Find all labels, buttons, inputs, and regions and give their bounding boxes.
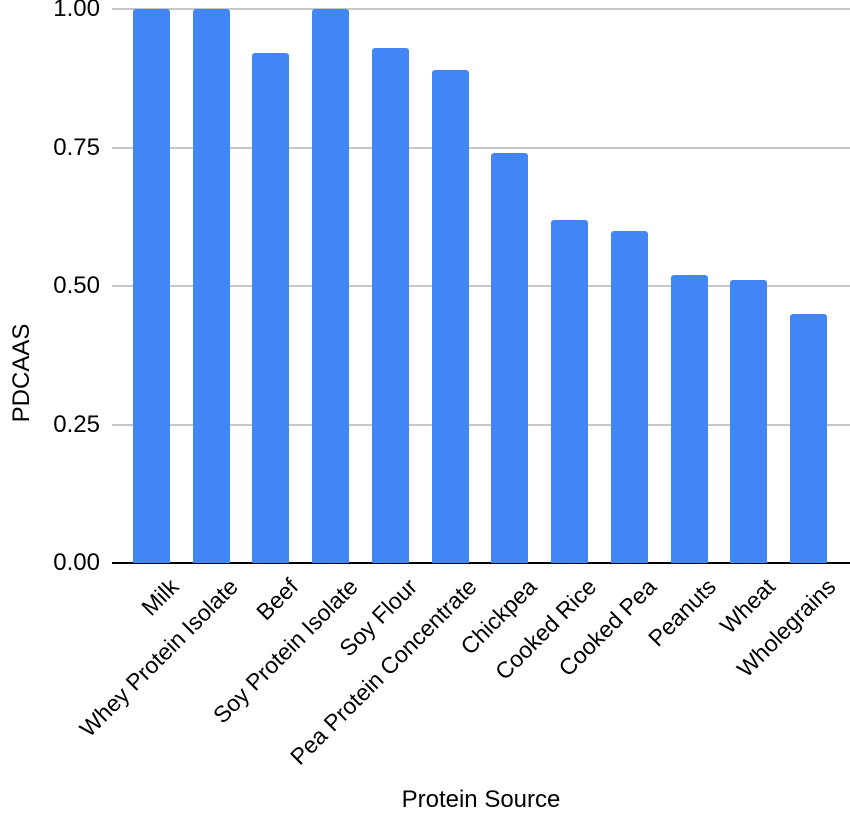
y-tick-label: 0.50 [53, 272, 100, 299]
gridline [112, 423, 850, 426]
y-tick-label: 0.00 [53, 549, 100, 576]
x-tick-label: Beef [250, 573, 303, 626]
x-axis-line [112, 562, 850, 564]
x-tick-label: Milk [135, 573, 184, 621]
bar-chickpea [491, 153, 529, 563]
bar-soy-protein-isolate [312, 9, 350, 563]
gridline [112, 146, 850, 149]
bar-cooked-pea [610, 230, 648, 563]
bar-pea-protein-concentrate [431, 69, 469, 563]
x-axis-title: Protein Source [401, 786, 561, 813]
bar-wholegrains [790, 313, 828, 563]
gridline [112, 285, 850, 287]
bar-milk [133, 9, 170, 563]
y-axis-title: PDCAAS [8, 323, 35, 423]
bar-peanuts [670, 274, 708, 563]
bar-soy-flour [371, 47, 409, 563]
bar-cooked-rice [551, 219, 589, 563]
gridline [112, 8, 850, 10]
bar-wheat [730, 280, 768, 563]
y-tick-label: 0.75 [53, 133, 100, 161]
bar-beef [252, 53, 290, 563]
y-tick-label: 1.00 [53, 0, 100, 22]
y-tick-label: 0.25 [53, 410, 100, 438]
bar-whey-protein-isolate [192, 9, 230, 563]
